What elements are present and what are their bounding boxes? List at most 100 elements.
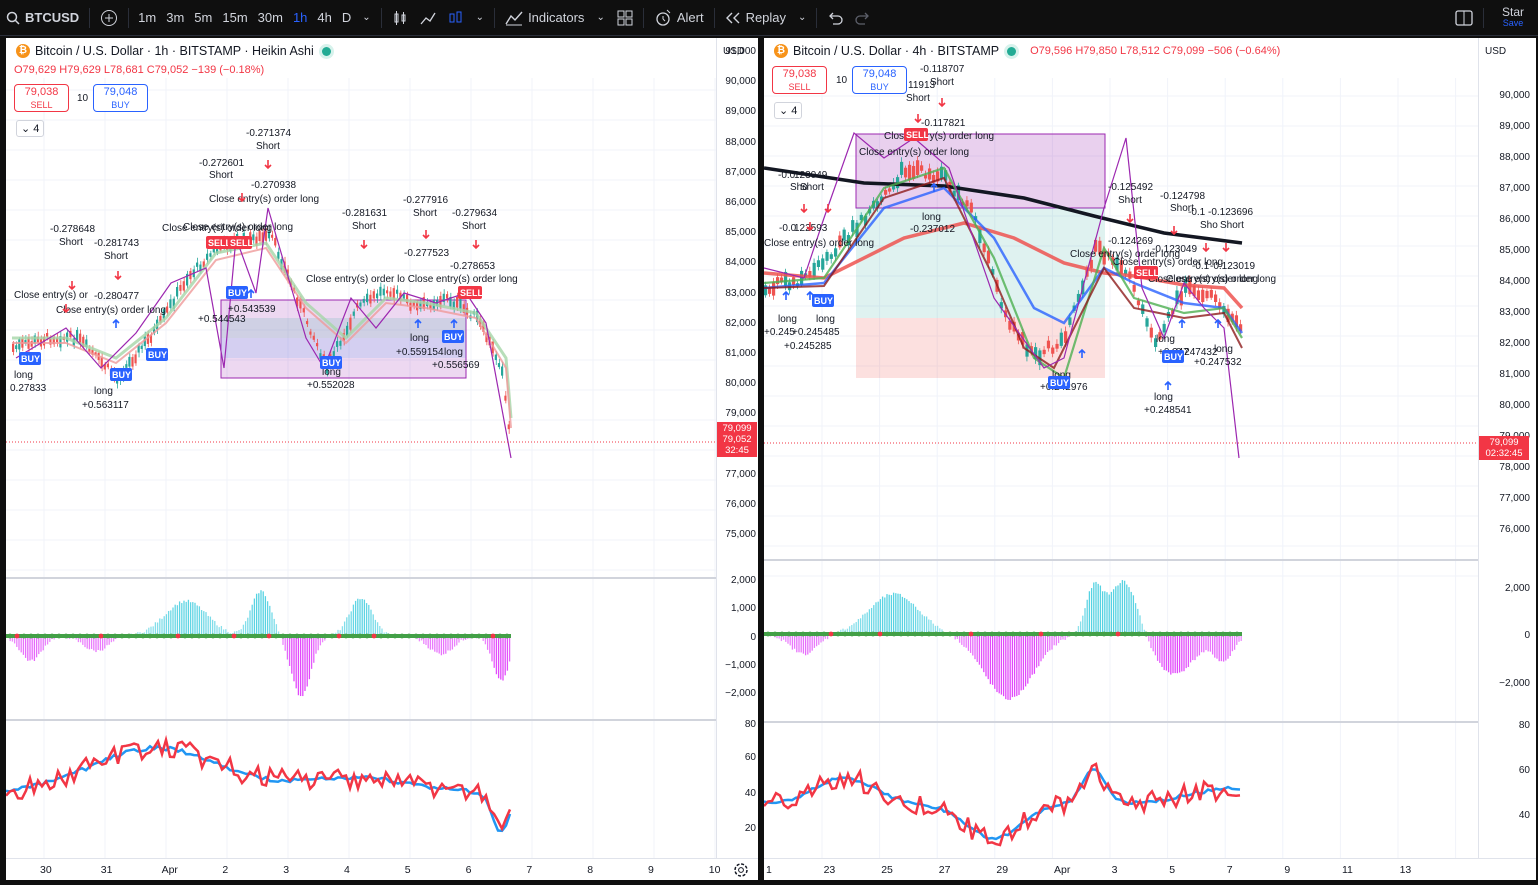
squeeze-dot xyxy=(483,633,489,639)
left-price-tick: 81,000 xyxy=(725,348,756,359)
symbol-search[interactable]: BTCUSD xyxy=(0,4,85,32)
squeeze-dot xyxy=(975,631,981,637)
indicators-button[interactable]: Indicators xyxy=(499,4,590,32)
star-save-button[interactable]: Star Save xyxy=(1488,4,1538,32)
squeeze-dot xyxy=(133,633,139,639)
pane-splitter[interactable] xyxy=(758,36,763,885)
redo-button[interactable] xyxy=(849,4,877,32)
candle-body xyxy=(1154,338,1158,348)
layouts-button[interactable] xyxy=(611,4,639,32)
candle-body xyxy=(1222,305,1226,315)
candle-body xyxy=(56,337,59,343)
trade-annotation: Short xyxy=(256,141,280,152)
candle-body xyxy=(283,261,286,273)
right-indicators-toggle[interactable]: ⌄ 4 xyxy=(774,102,803,119)
right-buy-button[interactable]: 79,048 BUY xyxy=(852,66,907,94)
timeframe-D[interactable]: D xyxy=(341,10,352,25)
moving-average-line xyxy=(12,246,512,429)
signal-tag xyxy=(1134,266,1158,279)
left-chart-canvas[interactable]: -0.271374Short-0.272601Short-0.270938Clo… xyxy=(6,38,716,858)
squeeze-dot xyxy=(476,633,482,639)
left-price-tick: 90,000 xyxy=(725,76,756,88)
candle-body xyxy=(125,364,128,368)
candle-body xyxy=(1234,315,1239,328)
timeframe-5m[interactable]: 5m xyxy=(194,10,213,25)
trade-annotation: +0.556569 xyxy=(432,360,480,371)
squeeze-dot xyxy=(1066,631,1072,637)
trade-annotation: Sho xyxy=(1200,220,1218,231)
candle-body xyxy=(252,234,255,241)
candle-body xyxy=(366,293,369,303)
squeeze-dot xyxy=(112,633,118,639)
right-time-axis[interactable]: 1 23 25 27 29 Apr 3 5 7 9 11 13 xyxy=(764,858,1536,880)
squeeze-dot xyxy=(147,633,153,639)
left-osc-tick: −1,000 xyxy=(725,660,756,671)
trade-annotation: -0.270938 xyxy=(251,180,296,191)
left-buy-button[interactable]: 79,048 BUY xyxy=(93,84,148,112)
left-sell-button[interactable]: 79,038 SELL xyxy=(14,84,69,112)
candle-body xyxy=(442,293,445,302)
squeeze-dot xyxy=(891,631,897,637)
signal-tag xyxy=(1162,350,1184,363)
replay-dropdown[interactable]: ⌄ xyxy=(792,4,812,32)
timeframe-list: 1m 3m 5m 15m 30m 1h 4h D xyxy=(133,4,356,32)
trade-annotation: Close entry(s) order long xyxy=(1148,274,1258,285)
right-price-tick: 84,000 xyxy=(1499,276,1530,287)
candle-body xyxy=(412,302,415,307)
right-time-tick: 11 xyxy=(1342,864,1353,876)
candle-body xyxy=(389,291,392,297)
right-time-tick: 13 xyxy=(1399,864,1412,876)
left-indicators-toggle[interactable]: ⌄ 4 xyxy=(16,120,45,137)
right-indicator-count: 4 xyxy=(791,105,798,117)
trade-annotation: Close entry(s) order long xyxy=(859,147,969,158)
chart-style-dropdown[interactable]: ⌄ xyxy=(470,4,490,32)
timeframe-30m[interactable]: 30m xyxy=(257,10,283,25)
squeeze-dot xyxy=(490,633,496,639)
squeeze-dot xyxy=(357,633,363,639)
symbol-label: BTCUSD xyxy=(25,10,80,25)
candle-body xyxy=(479,318,482,327)
left-price-axis[interactable]: USD 91,000 90,000 89,000 88,000 87,000 86,000… xyxy=(716,38,758,858)
timeframe-15m[interactable]: 15m xyxy=(222,10,248,25)
candle-body xyxy=(166,306,169,313)
settings-gear-icon[interactable] xyxy=(732,861,750,879)
left-price-tag-b: 79,052 xyxy=(722,434,752,445)
left-time-axis[interactable]: 30 31 Apr 2 3 4 5 6 7 8 9 10 xyxy=(6,858,758,880)
right-sell-button[interactable]: 79,038 SELL xyxy=(772,66,827,94)
replay-button[interactable]: Replay xyxy=(719,4,792,32)
left-rsi-tick: 80 xyxy=(744,719,756,730)
candle-body xyxy=(267,231,271,239)
timeframe-3m[interactable]: 3m xyxy=(166,10,185,25)
candle-body xyxy=(186,273,189,286)
undo-button[interactable] xyxy=(821,4,849,32)
left-chart-pane[interactable]: -0.271374 Short -0.272601 Short -0.270938 Clo… xyxy=(6,38,758,880)
indicators-dropdown[interactable]: ⌄ xyxy=(590,4,610,32)
candle-body xyxy=(49,338,52,345)
timeframe-1h[interactable]: 1h xyxy=(292,10,308,25)
signal-tag-label: SELL xyxy=(208,238,232,248)
toolbar-divider xyxy=(1482,7,1484,28)
squeeze-dot xyxy=(1192,631,1198,637)
bar-style-button[interactable] xyxy=(386,4,414,32)
timeframe-1m[interactable]: 1m xyxy=(138,10,157,25)
right-price-axis[interactable]: USD 90,000 89,000 88,000 87,000 86,000 85,000… xyxy=(1478,38,1536,858)
candle-body xyxy=(1149,327,1153,338)
squeeze-dot xyxy=(1045,631,1051,637)
compare-symbol-button[interactable] xyxy=(94,4,124,32)
right-chart-pane[interactable]: -0.118707 Short 11913 Short -0.117821 Close e… xyxy=(764,38,1536,880)
timeframe-4h[interactable]: 4h xyxy=(317,10,332,25)
heikin-style-button[interactable] xyxy=(442,4,470,32)
layout-split-button[interactable] xyxy=(1449,4,1479,32)
squeeze-dot xyxy=(912,631,918,637)
squeeze-dot xyxy=(98,633,104,639)
trade-annotation: Short xyxy=(1118,195,1142,206)
timeframe-dropdown[interactable]: ⌄ xyxy=(356,4,376,32)
squeeze-dot xyxy=(322,633,328,639)
alert-button[interactable]: Alert xyxy=(648,4,710,32)
trade-annotation: +0.245 xyxy=(764,327,795,338)
candle-body xyxy=(406,294,409,304)
candle-body xyxy=(904,167,908,178)
squeeze-dot xyxy=(1059,631,1065,637)
line-style-button[interactable] xyxy=(414,4,442,32)
